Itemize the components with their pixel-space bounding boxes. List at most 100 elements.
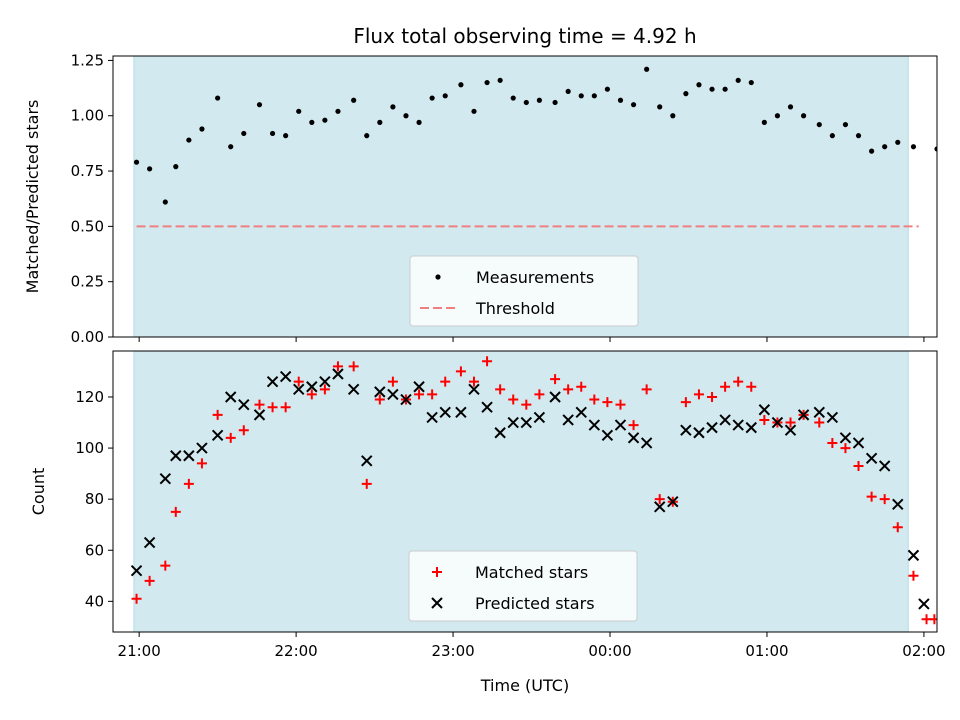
predicted-star-point	[387, 388, 399, 401]
matched-star-point	[319, 384, 330, 395]
matched-star-point	[814, 417, 825, 428]
matched-star-point	[759, 414, 770, 425]
predicted-star-point	[839, 432, 852, 444]
measurement-point	[322, 117, 328, 123]
matched-star-point	[170, 506, 181, 517]
x-tick-label: 21:00	[118, 642, 161, 660]
series-predicted-stars	[130, 368, 930, 610]
measurement-point	[351, 97, 357, 103]
predicted-star-point	[507, 416, 519, 429]
matched-star-point	[908, 570, 919, 581]
measurement-point	[816, 121, 822, 128]
legend-label: Threshold	[475, 299, 555, 318]
measurement-point	[657, 104, 663, 110]
measurement-point	[173, 164, 179, 170]
matched-star-point	[615, 399, 626, 410]
measurement-point	[787, 104, 794, 110]
matched-star-point	[840, 443, 851, 454]
matched-star-point	[628, 420, 639, 431]
legend-predicted-swatch	[431, 597, 443, 609]
predicted-star-point	[878, 460, 891, 472]
matched-star-point	[508, 394, 519, 405]
y-tick-label: 0.00	[71, 328, 104, 346]
predicted-star-point	[347, 383, 360, 396]
predicted-star-point	[654, 501, 666, 513]
matched-star-point	[254, 399, 265, 410]
matched-star-point	[332, 361, 343, 372]
y-tick-label: 40	[85, 592, 104, 610]
matched-star-point	[733, 376, 744, 387]
matched-star-point	[693, 389, 704, 400]
predicted-star-point	[549, 391, 561, 403]
measurement-point	[565, 88, 571, 95]
matched-star-point	[495, 384, 506, 395]
predicted-star-point	[745, 421, 757, 434]
predicted-star-point	[319, 375, 331, 388]
measurement-point	[228, 144, 234, 150]
matched-star-point	[455, 366, 466, 377]
predicted-star-point	[211, 429, 224, 442]
y-tick-label: 0.75	[71, 162, 104, 180]
matched-star-point	[482, 356, 493, 367]
predicted-star-point	[826, 411, 839, 424]
measurement-point	[748, 79, 754, 86]
measurement-point	[377, 119, 383, 125]
matched-star-point	[521, 399, 532, 410]
matched-star-point	[414, 389, 425, 400]
measurement-point	[199, 126, 205, 132]
matched-star-point	[306, 389, 317, 400]
measurement-point	[855, 133, 862, 139]
matched-star-point	[361, 478, 372, 489]
measurement-point	[842, 121, 849, 128]
measurement-point	[442, 93, 448, 99]
y-tick-label: 80	[85, 490, 104, 508]
predicted-star-point	[693, 427, 705, 439]
predicted-star-point	[455, 406, 467, 419]
predicted-star-point	[494, 427, 506, 439]
y-tick-label: 0.25	[71, 273, 104, 291]
matched-star-point	[238, 425, 249, 436]
matched-star-point	[267, 402, 278, 413]
predicted-star-point	[614, 419, 627, 431]
count-panel: 40 60 80 100 120 21:00 22:00 23:00 00:00 01:00 02:…	[29, 350, 946, 660]
matched-star-point	[348, 361, 359, 372]
legend-measurement-swatch	[435, 274, 441, 280]
measurement-point	[910, 144, 917, 150]
measurement-point	[497, 77, 503, 83]
measurement-point	[630, 102, 637, 108]
legend-label: Predicted stars	[475, 594, 595, 613]
matched-star-point	[196, 458, 207, 469]
predicted-star-point	[481, 401, 493, 413]
legend: Measurements Threshold	[409, 255, 639, 327]
predicted-star-point	[865, 452, 878, 464]
matched-star-point	[160, 560, 171, 571]
series-measurements	[133, 66, 937, 205]
series-matched-stars	[131, 356, 937, 625]
y-tick-label: 1.25	[71, 51, 104, 69]
legend-matched-swatch	[432, 567, 442, 577]
predicted-star-point	[732, 419, 744, 431]
predicted-star-point	[159, 473, 172, 485]
measurement-point	[722, 86, 728, 92]
axes-frame	[112, 350, 938, 633]
measurement-point	[403, 113, 409, 119]
measurement-point	[133, 159, 140, 165]
predicted-star-point	[918, 598, 930, 610]
predicted-star-point	[533, 411, 546, 424]
matched-star-point	[589, 394, 600, 405]
predicted-star-point	[361, 455, 373, 467]
measurement-point	[390, 104, 396, 110]
measurement-point	[256, 102, 263, 108]
predicted-star-point	[130, 564, 143, 577]
matched-star-point	[866, 491, 877, 502]
predicted-star-point	[520, 416, 533, 429]
measurement-point	[510, 95, 516, 101]
measurement-point	[882, 144, 888, 150]
predicted-star-point	[575, 406, 587, 419]
matched-star-point	[707, 391, 718, 402]
predicted-star-point	[771, 416, 784, 429]
measurement-point	[735, 77, 741, 83]
matched-star-point	[892, 522, 903, 533]
measurement-point	[283, 133, 289, 139]
